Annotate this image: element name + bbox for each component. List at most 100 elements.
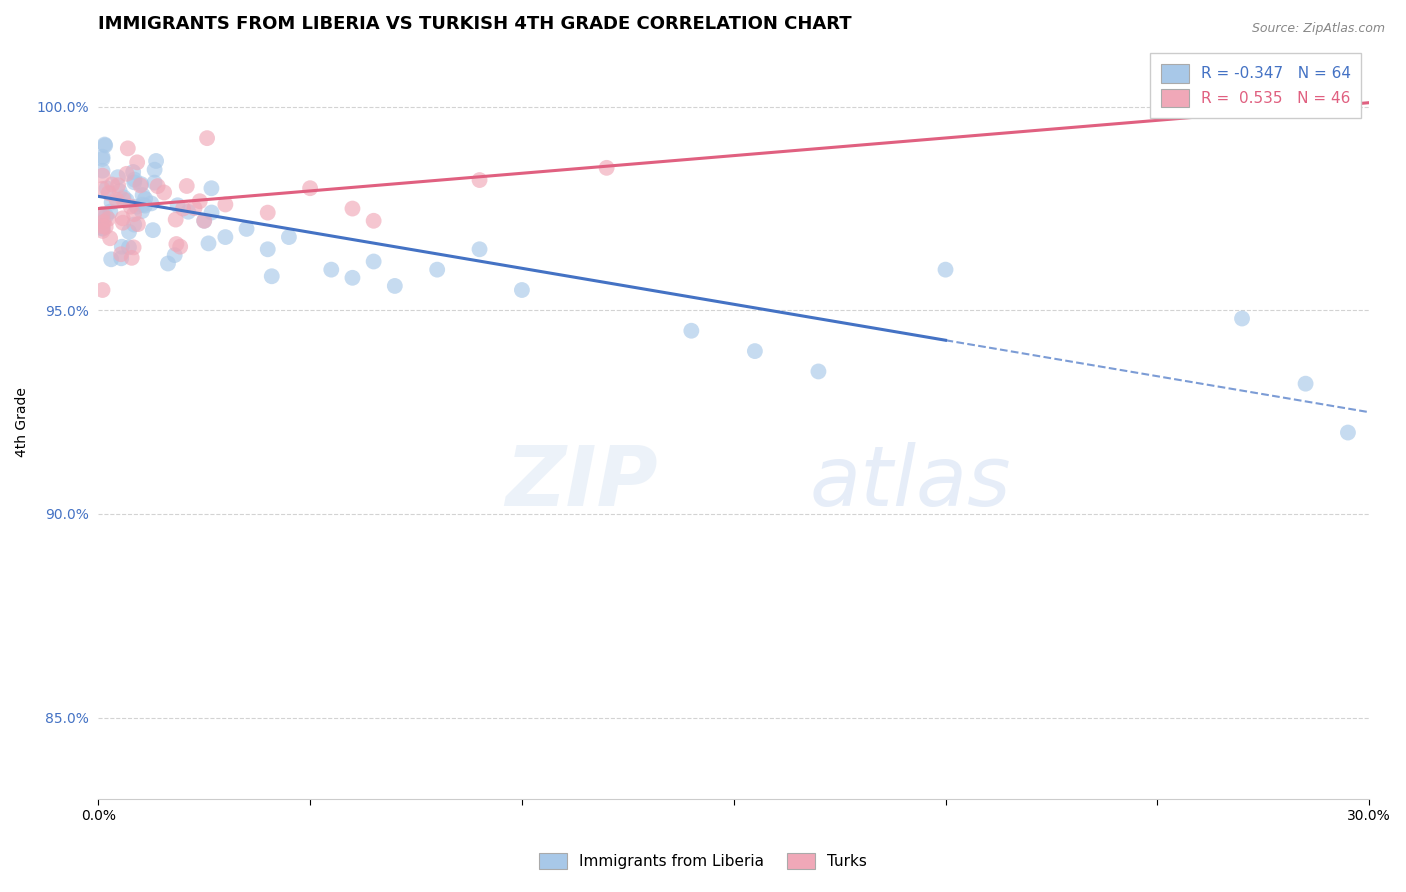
Point: [277, 230, 299, 244]
Point: [91, 221, 114, 235]
Point: [122, 207, 145, 221]
Point: [1230, 311, 1253, 326]
Point: [108, 184, 131, 198]
Point: [122, 175, 145, 189]
Point: [143, 162, 166, 177]
Point: [91, 224, 114, 238]
Point: [129, 177, 152, 191]
Point: [131, 188, 153, 202]
Point: [96, 181, 118, 195]
Point: [193, 214, 215, 228]
Point: [153, 186, 176, 200]
Point: [100, 195, 122, 210]
Point: [1295, 100, 1317, 114]
Point: [107, 178, 129, 193]
Point: [115, 194, 138, 208]
Point: [510, 283, 533, 297]
Point: [94, 209, 117, 223]
Point: [131, 204, 153, 219]
Point: [299, 181, 322, 195]
Point: [127, 155, 149, 169]
Point: [112, 190, 135, 204]
Point: [235, 222, 257, 236]
Point: [188, 194, 211, 209]
Point: [134, 199, 156, 213]
Point: [146, 179, 169, 194]
Point: [197, 236, 219, 251]
Point: [118, 240, 141, 254]
Point: [91, 152, 114, 166]
Point: [165, 212, 187, 227]
Point: [120, 200, 142, 214]
Point: [200, 181, 222, 195]
Point: [169, 240, 191, 254]
Point: [110, 247, 132, 261]
Point: [183, 201, 205, 215]
Point: [426, 262, 449, 277]
Point: [91, 219, 114, 234]
Point: [1337, 425, 1360, 440]
Point: [166, 198, 188, 212]
Point: [165, 237, 187, 252]
Point: [363, 254, 385, 268]
Text: atlas: atlas: [810, 442, 1011, 523]
Point: [91, 207, 114, 221]
Point: [744, 344, 766, 359]
Point: [111, 192, 134, 206]
Point: [195, 131, 218, 145]
Point: [134, 192, 156, 206]
Point: [177, 204, 200, 219]
Text: ZIP: ZIP: [505, 442, 658, 523]
Point: [129, 178, 152, 193]
Point: [107, 170, 129, 185]
Point: [256, 205, 278, 219]
Point: [595, 161, 617, 175]
Point: [260, 269, 283, 284]
Point: [97, 186, 120, 200]
Legend: Immigrants from Liberia, Turks: Immigrants from Liberia, Turks: [533, 847, 873, 875]
Point: [200, 205, 222, 219]
Point: [111, 216, 134, 230]
Point: [468, 173, 491, 187]
Point: [122, 165, 145, 179]
Point: [363, 214, 385, 228]
Point: [111, 211, 134, 226]
Point: [176, 179, 198, 194]
Point: [91, 169, 114, 183]
Point: [122, 218, 145, 232]
Point: [105, 193, 128, 207]
Text: Source: ZipAtlas.com: Source: ZipAtlas.com: [1251, 22, 1385, 36]
Text: IMMIGRANTS FROM LIBERIA VS TURKISH 4TH GRADE CORRELATION CHART: IMMIGRANTS FROM LIBERIA VS TURKISH 4TH G…: [98, 15, 852, 33]
Point: [111, 240, 134, 254]
Point: [94, 219, 117, 234]
Point: [91, 210, 114, 224]
Point: [91, 283, 114, 297]
Point: [214, 230, 236, 244]
Point: [93, 137, 115, 152]
Point: [101, 178, 124, 192]
Point: [807, 364, 830, 378]
Point: [384, 279, 406, 293]
Point: [141, 196, 163, 211]
Point: [91, 182, 114, 196]
Point: [342, 270, 364, 285]
Point: [193, 214, 215, 228]
Point: [127, 217, 149, 231]
Point: [163, 248, 186, 262]
Point: [98, 204, 121, 219]
Point: [100, 252, 122, 267]
Point: [93, 215, 115, 229]
Point: [934, 262, 956, 277]
Point: [91, 150, 114, 164]
Point: [156, 256, 179, 270]
Point: [214, 197, 236, 211]
Point: [98, 231, 121, 245]
Point: [94, 138, 117, 153]
Point: [142, 223, 165, 237]
Point: [121, 251, 143, 265]
Point: [118, 225, 141, 239]
Point: [91, 221, 114, 235]
Point: [131, 198, 153, 212]
Point: [97, 211, 120, 226]
Point: [110, 252, 132, 266]
